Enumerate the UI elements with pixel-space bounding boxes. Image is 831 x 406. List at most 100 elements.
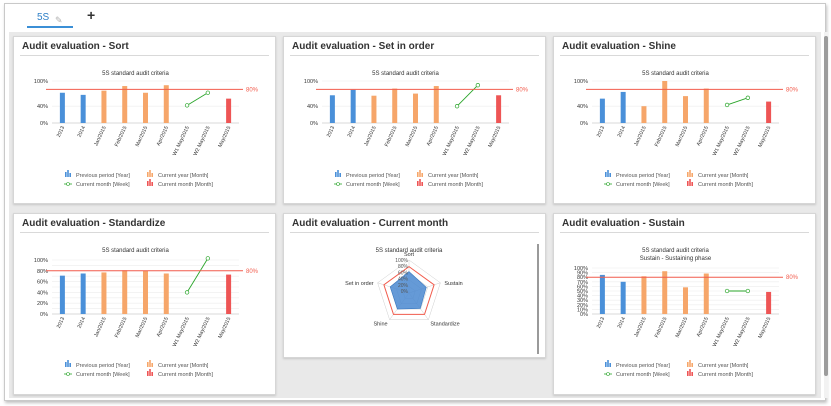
legend-label: Current year [Month]	[158, 363, 209, 369]
target-label: 80%	[246, 269, 259, 275]
legend-label: Current year [Month]	[428, 173, 479, 179]
x-tick-label: Mar/2015	[135, 316, 150, 339]
panel-divider	[20, 232, 269, 233]
x-tick-label: Mar/2015	[135, 125, 150, 148]
x-tick-label: W1 May/2015	[442, 125, 461, 157]
x-tick-label: Feb/2015	[114, 125, 129, 148]
bar	[433, 86, 439, 123]
x-tick-label: 2014	[77, 125, 87, 138]
audit-radar-chart: 5S standard audit criteria 100%80%60%40%2…	[345, 248, 463, 328]
legend-bar-icon	[151, 182, 153, 186]
tab-bar: 5S ✎ +	[5, 4, 825, 30]
y-tick-label: 40%	[307, 104, 318, 110]
week-trend-line	[456, 84, 479, 107]
y-tick-label: 100%	[304, 79, 318, 85]
legend-bar-icon	[689, 179, 691, 186]
legend-bar-icon	[337, 170, 339, 177]
y-tick-label: 40%	[37, 104, 48, 110]
target-label: 80%	[786, 87, 799, 93]
radar-axis-label: Set in order	[345, 281, 374, 287]
x-tick-label: Feb/2015	[654, 125, 669, 148]
x-tick-label: Jan/2015	[363, 125, 378, 147]
legend-bar-icon	[335, 172, 337, 177]
bar	[703, 273, 709, 314]
y-tick-label: 100%	[574, 79, 588, 85]
week-point	[475, 83, 480, 88]
bar	[641, 106, 647, 123]
week-point	[745, 288, 750, 294]
legend-bar-icon	[147, 172, 149, 177]
legend-bar-icon	[689, 170, 691, 177]
radar-ring-label: 20%	[398, 283, 409, 289]
panel-title: Audit evaluation - Current month	[292, 218, 449, 229]
legend-bar-icon	[149, 170, 151, 177]
legend-label: Current month [Week]	[76, 372, 130, 378]
audit-bar-chart: 5S standard audit criteria 0% 20% 40% 60% 80%…	[34, 248, 259, 378]
week-point	[745, 95, 750, 100]
audit-bar-chart: 5S standard audit criteria 0% 40% 100% 80% 20…	[34, 71, 259, 188]
legend-label: Current month [Month]	[158, 182, 213, 188]
bar	[683, 287, 688, 314]
radar-ring-label: 80%	[398, 264, 409, 270]
radar-axis-label: Sustain	[444, 281, 462, 287]
x-tick-label: May/2015	[217, 316, 232, 339]
panel-scrollbar[interactable]	[537, 244, 539, 354]
x-tick-label: Feb/2015	[384, 125, 399, 148]
chart-title: 5S standard audit criteria	[102, 248, 169, 254]
y-tick-label: 40%	[577, 294, 588, 300]
legend-label: Current year [Month]	[158, 173, 209, 179]
y-tick-label: 100%	[574, 266, 588, 272]
legend-bar-icon	[691, 182, 693, 186]
week-point	[724, 102, 730, 108]
y-tick-label: 70%	[577, 280, 588, 286]
y-tick-label: 60%	[577, 284, 588, 290]
bar	[703, 88, 709, 123]
legend-bar-icon	[605, 172, 607, 177]
x-tick-label: W2 May/2015	[193, 316, 212, 348]
legend-bar-icon	[339, 173, 341, 177]
pencil-icon[interactable]: ✎	[55, 15, 63, 25]
bar	[80, 94, 86, 123]
radar-axis-label: Sort	[404, 252, 415, 258]
audit-bar-chart: 5S standard audit criteria Sustain - Sust…	[574, 248, 799, 378]
legend-bar-icon	[607, 360, 609, 367]
legend-point-icon	[606, 372, 610, 376]
legend-bar-icon	[417, 181, 419, 186]
legend-bar-icon	[691, 372, 693, 376]
bar	[163, 85, 169, 123]
chart-title: 5S standard audit criteria	[376, 248, 443, 254]
y-tick-label: 10%	[577, 307, 588, 313]
bar	[599, 274, 605, 314]
bar	[329, 95, 335, 123]
panel-title: Audit evaluation - Set in order	[292, 41, 435, 52]
bar	[122, 270, 128, 314]
legend-bar-icon	[609, 173, 611, 177]
legend-label: Current month [Month]	[158, 372, 213, 378]
legend-label: Current month [Week]	[616, 182, 670, 188]
bar	[101, 272, 107, 314]
target-label: 80%	[516, 87, 529, 93]
chart-title: 5S standard audit criteria	[372, 71, 439, 77]
tab-5s[interactable]: 5S ✎	[27, 10, 73, 28]
x-tick-label: Apr/2015	[156, 316, 170, 338]
dashboard-scrollbar[interactable]	[824, 32, 828, 398]
bar	[59, 275, 65, 314]
panel-title: Audit evaluation - Sort	[22, 41, 129, 52]
y-tick-label: 0%	[580, 312, 588, 318]
panel-divider	[290, 55, 539, 56]
x-tick-label: 2014	[77, 316, 87, 329]
radar-ring	[377, 259, 441, 320]
scrollbar-thumb[interactable]	[824, 36, 828, 376]
week-point	[205, 90, 210, 95]
bar	[766, 101, 772, 123]
chart-legend: Previous period [Year] Current year [Mont…	[604, 360, 753, 378]
chart-title: 5S standard audit criteria	[642, 71, 709, 77]
legend-point-icon	[66, 182, 70, 186]
bar	[226, 274, 232, 314]
y-tick-label: 0%	[40, 121, 48, 127]
add-tab-button[interactable]: +	[87, 7, 96, 23]
x-tick-label: 2014	[617, 125, 627, 138]
panel-set-in-order: Audit evaluation - Set in order 5S stand…	[283, 36, 546, 204]
y-tick-label: 0%	[580, 121, 588, 127]
x-tick-label: W1 May/2015	[172, 316, 191, 348]
